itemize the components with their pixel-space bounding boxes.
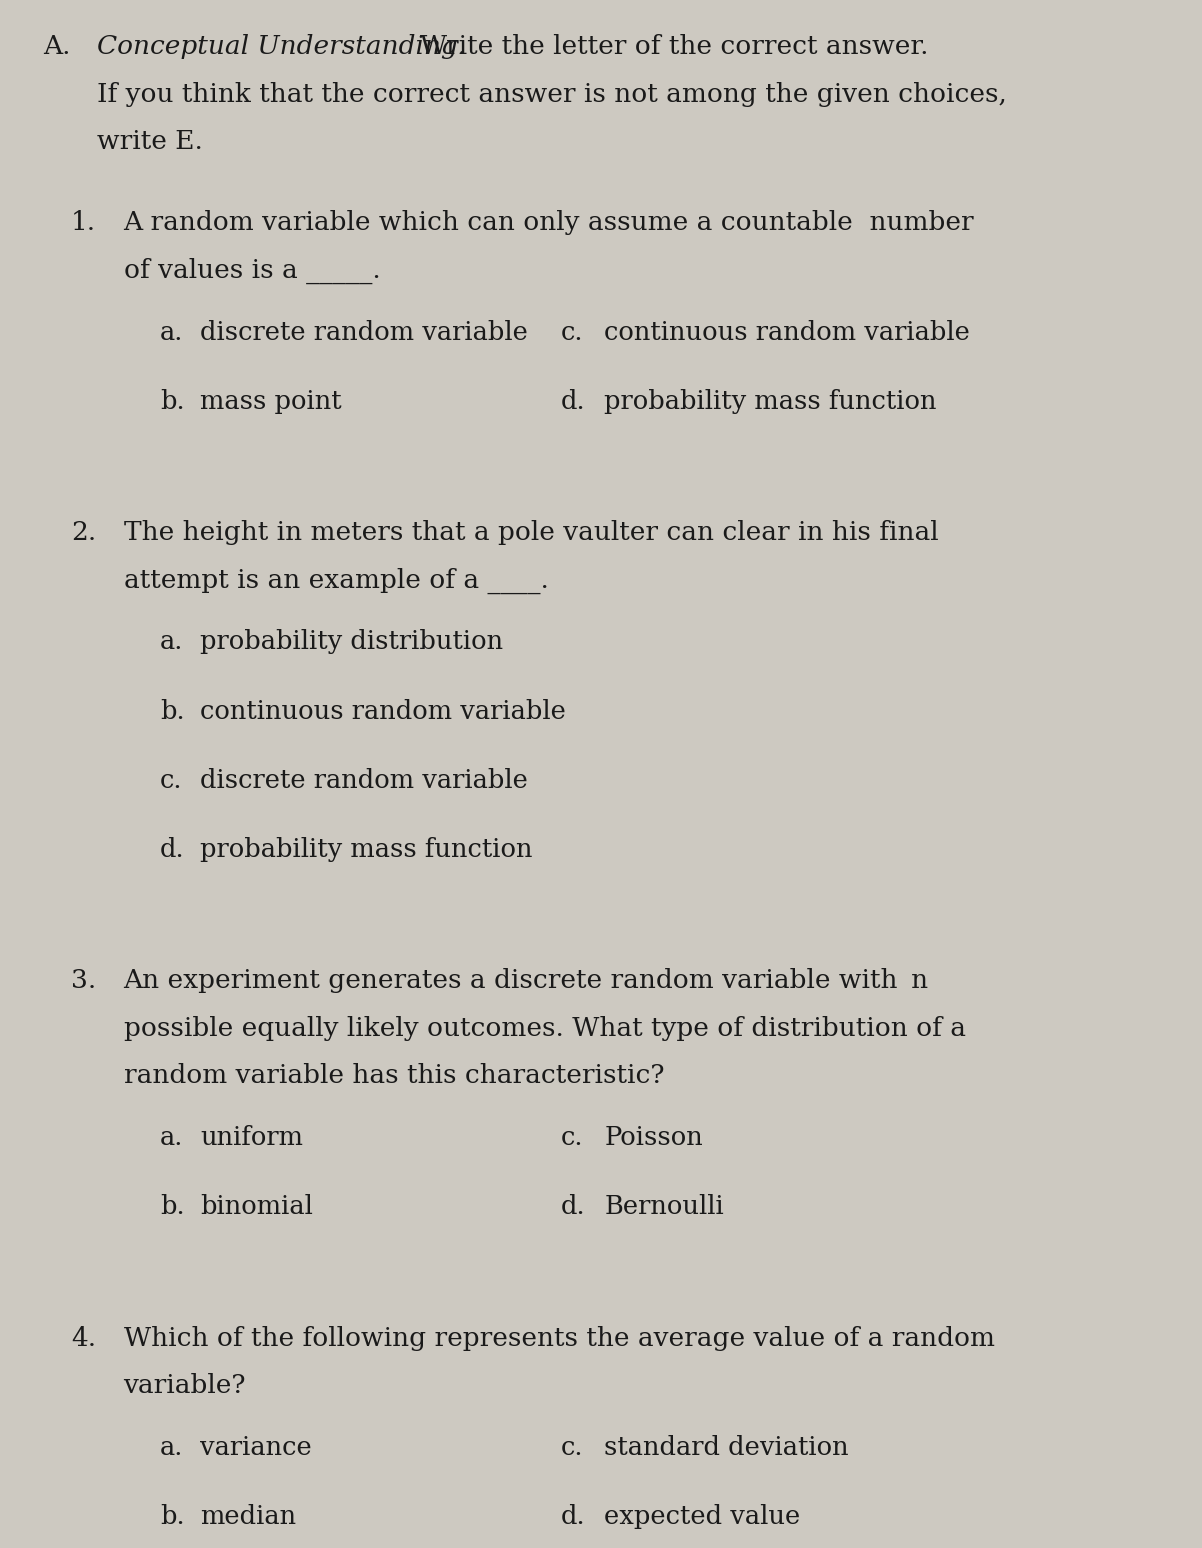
Text: d.: d. <box>561 389 585 413</box>
Text: attempt is an example of a ____.: attempt is an example of a ____. <box>124 568 548 594</box>
Text: c.: c. <box>160 768 183 793</box>
Text: b.: b. <box>160 698 185 723</box>
Text: a.: a. <box>160 1125 184 1150</box>
Text: c.: c. <box>561 319 583 345</box>
Text: write E.: write E. <box>97 128 203 155</box>
Text: discrete random variable: discrete random variable <box>201 319 528 345</box>
Text: Write the letter of the correct answer.: Write the letter of the correct answer. <box>419 34 928 59</box>
Text: a.: a. <box>160 319 184 345</box>
Text: probability mass function: probability mass function <box>201 836 532 862</box>
Text: Poisson: Poisson <box>605 1125 703 1150</box>
Text: of values is a _____.: of values is a _____. <box>124 259 380 283</box>
Text: 3.: 3. <box>71 968 96 994</box>
Text: 4.: 4. <box>71 1325 96 1350</box>
Text: The height in meters that a pole vaulter can clear in his final: The height in meters that a pole vaulter… <box>124 520 939 545</box>
Text: probability mass function: probability mass function <box>605 389 936 413</box>
Text: a.: a. <box>160 1435 184 1460</box>
Text: median: median <box>201 1505 297 1529</box>
Text: expected value: expected value <box>605 1505 801 1529</box>
Text: discrete random variable: discrete random variable <box>201 768 528 793</box>
Text: c.: c. <box>561 1435 583 1460</box>
Text: d.: d. <box>561 1194 585 1220</box>
Text: 1.: 1. <box>71 211 96 235</box>
Text: b.: b. <box>160 1194 185 1220</box>
Text: possible equally likely outcomes. What type of distribution of a: possible equally likely outcomes. What t… <box>124 1015 965 1040</box>
Text: mass point: mass point <box>201 389 341 413</box>
Text: continuous random variable: continuous random variable <box>605 319 970 345</box>
Text: If you think that the correct answer is not among the given choices,: If you think that the correct answer is … <box>97 82 1007 107</box>
Text: 2.: 2. <box>71 520 96 545</box>
Text: Bernoulli: Bernoulli <box>605 1194 724 1220</box>
Text: uniform: uniform <box>201 1125 303 1150</box>
Text: b.: b. <box>160 1505 185 1529</box>
Text: An experiment generates a discrete random variable with  n: An experiment generates a discrete rando… <box>124 968 929 994</box>
Text: d.: d. <box>561 1505 585 1529</box>
Text: a.: a. <box>160 630 184 655</box>
Text: binomial: binomial <box>201 1194 314 1220</box>
Text: random variable has this characteristic?: random variable has this characteristic? <box>124 1063 665 1088</box>
Text: continuous random variable: continuous random variable <box>201 698 566 723</box>
Text: b.: b. <box>160 389 185 413</box>
Text: probability distribution: probability distribution <box>201 630 504 655</box>
Text: c.: c. <box>561 1125 583 1150</box>
Text: variable?: variable? <box>124 1373 246 1398</box>
Text: Which of the following represents the average value of a random: Which of the following represents the av… <box>124 1325 994 1350</box>
Text: Conceptual Understanding.: Conceptual Understanding. <box>97 34 466 59</box>
Text: d.: d. <box>160 836 185 862</box>
Text: A random variable which can only assume a countable  number: A random variable which can only assume … <box>124 211 975 235</box>
Text: A.: A. <box>43 34 71 59</box>
Text: standard deviation: standard deviation <box>605 1435 849 1460</box>
Text: variance: variance <box>201 1435 313 1460</box>
